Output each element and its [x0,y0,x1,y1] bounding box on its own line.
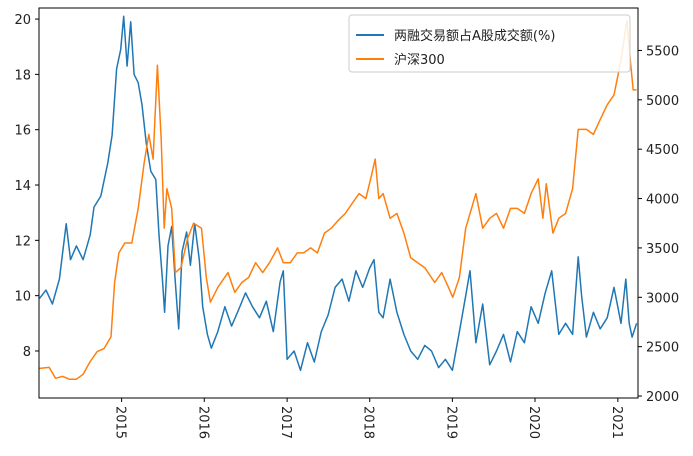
legend: 两融交易额占A股成交额(%) 沪深300 [348,14,631,73]
series-line-1 [39,20,637,380]
right-tick-label: 4500 [646,143,679,158]
right-tick-label: 5500 [646,44,679,59]
x-tick-label: 2015 [113,406,128,439]
legend-label-margin-ratio: 两融交易额占A股成交额(%) [394,28,555,44]
left-tick-label: 20 [14,13,31,28]
left-tick-label: 18 [14,68,31,83]
right-tick-label: 4000 [646,193,679,208]
x-tick-label: 2018 [361,406,376,439]
left-axis: 8 10 12 14 16 18 20 [14,13,39,360]
left-tick-label: 8 [23,345,31,360]
right-tick-label: 2500 [646,341,679,356]
x-tick-label: 2020 [526,406,541,439]
x-axis: 2015 2016 2017 2018 2019 2020 2021 [113,398,624,439]
right-axis: 2000 2500 3000 3500 4000 4500 5000 5500 [638,44,679,405]
right-tick-label: 3500 [646,242,679,257]
series-line-0 [38,15,638,372]
right-tick-label: 2000 [646,390,679,405]
plot-frame [38,7,639,399]
legend-label-hs300: 沪深300 [394,52,445,68]
left-tick-label: 12 [14,234,31,249]
left-tick-label: 10 [14,290,31,305]
x-tick-label: 2016 [195,406,210,439]
left-tick-label: 14 [14,179,31,194]
legend-box [348,14,631,73]
right-tick-label: 5000 [646,94,679,109]
x-tick-label: 2017 [278,406,293,439]
x-tick-label: 2021 [609,406,624,439]
series-layer [38,15,638,380]
right-tick-label: 3000 [646,291,679,306]
x-tick-label: 2019 [443,406,458,439]
left-tick-label: 16 [14,124,31,139]
